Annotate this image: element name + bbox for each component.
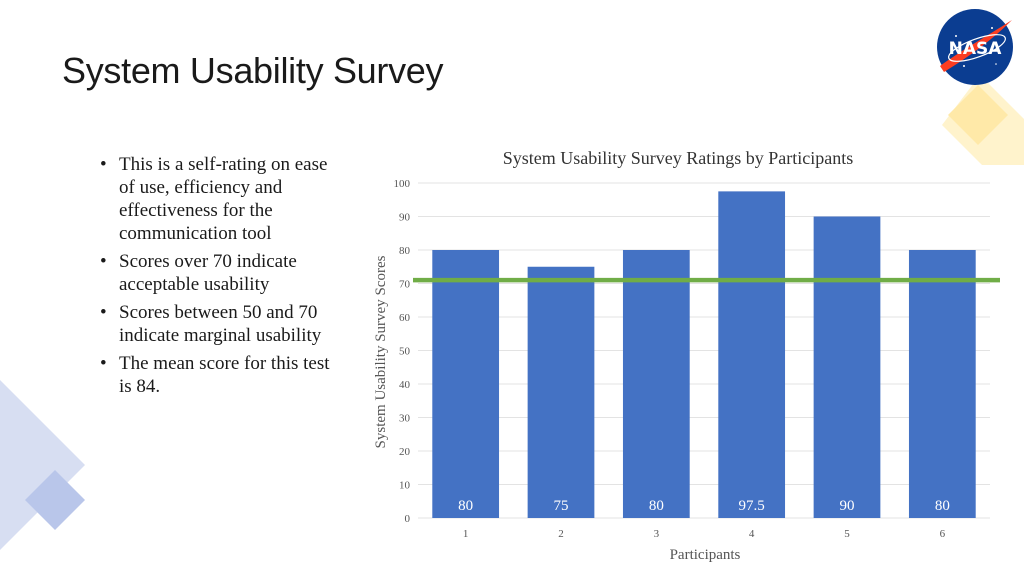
y-tick-label: 60 [399,312,411,324]
y-tick-label: 20 [399,446,411,458]
chart-title: System Usability Survey Ratings by Parti… [503,148,853,168]
decorative-diamonds-top-right [942,75,1024,165]
bullet-list: This is a self-rating on ease of use, ef… [100,153,340,403]
y-tick-label: 80 [399,245,411,257]
y-tick-label: 0 [405,513,411,525]
bar-data-label: 80 [649,498,664,514]
bar [908,250,976,518]
decorative-diamond [25,470,85,530]
bar-data-label: 97.5 [739,498,765,514]
y-axis-label: System Usability Survey Scores [373,255,389,448]
bar-data-label: 90 [840,498,855,514]
bar [432,250,500,518]
bullet-item: Scores over 70 indicate acceptable usabi… [100,250,340,296]
decorative-diamond [0,380,85,550]
x-tick-label: 4 [749,528,755,540]
x-axis-ticks: 1 2 3 4 5 6 [463,528,946,540]
x-tick-label: 3 [654,528,660,540]
y-axis-ticks: 0 10 20 30 40 50 60 70 80 90 100 [394,178,411,525]
x-tick-label: 1 [463,528,469,540]
x-tick-label: 5 [844,528,850,540]
chart-gridlines [418,182,990,519]
y-tick-label: 70 [399,279,411,291]
bullet-item: The mean score for this test is 84. [100,352,340,398]
decorative-diamonds-bottom-left [0,380,85,550]
y-tick-label: 90 [399,212,411,224]
x-tick-label: 6 [940,528,946,540]
y-tick-label: 50 [399,346,411,358]
bar [527,266,595,518]
decorative-diamond [948,85,1008,145]
y-tick-label: 40 [399,379,411,391]
slide-title: System Usability Survey [62,50,444,91]
nasa-logo-text: NASA [949,39,1003,59]
x-axis-label: Participants [670,547,741,563]
y-tick-label: 10 [399,480,411,492]
bar [718,191,786,518]
chart-bars: 80 75 80 97.5 90 80 [432,191,976,518]
bar [622,250,690,518]
bar-data-label: 80 [935,498,950,514]
bullet-item: Scores between 50 and 70 indicate margin… [100,301,340,347]
bullet-item: This is a self-rating on ease of use, ef… [100,153,340,245]
nasa-logo: NASA [937,9,1013,85]
y-tick-label: 100 [394,178,411,190]
y-tick-label: 30 [399,413,411,425]
usability-bar-chart: System Usability Survey Ratings by Parti… [373,148,1000,563]
bar-data-label: 80 [458,498,473,514]
bar [813,216,881,518]
bar-data-label: 75 [554,498,569,514]
x-tick-label: 2 [558,528,564,540]
